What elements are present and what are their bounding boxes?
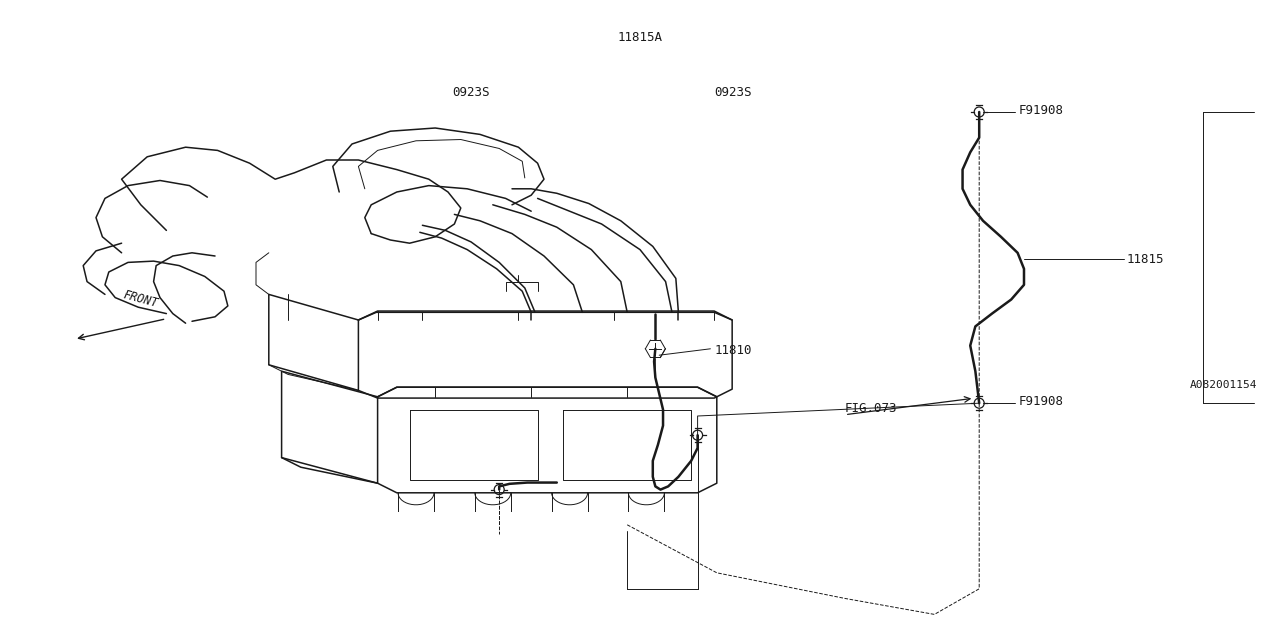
Text: F91908: F91908 [1019,104,1064,117]
Text: 11810: 11810 [714,344,751,357]
Text: A082001154: A082001154 [1189,380,1257,390]
Text: 11815A: 11815A [617,31,663,44]
Text: 0923S: 0923S [452,86,490,99]
Text: FRONT: FRONT [122,289,160,310]
Text: 11815: 11815 [1126,253,1164,266]
Text: FIG.073: FIG.073 [845,402,897,415]
Text: F91908: F91908 [1019,396,1064,408]
Text: 0923S: 0923S [714,86,753,99]
